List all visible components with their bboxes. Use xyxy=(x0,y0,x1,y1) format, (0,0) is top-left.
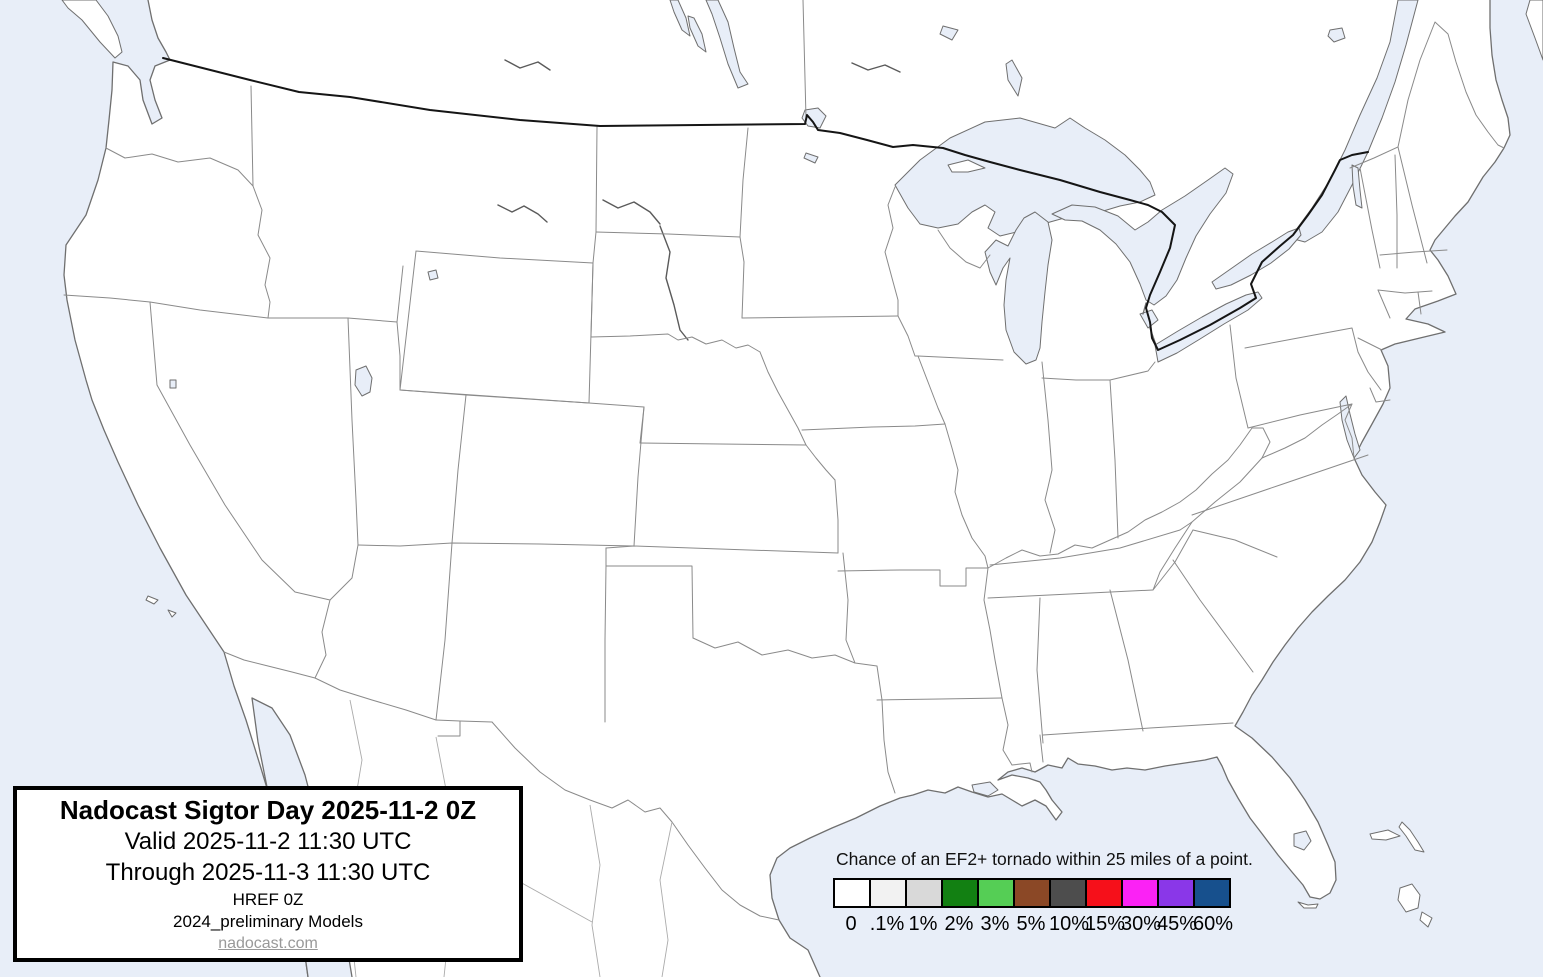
legend-swatch xyxy=(869,878,907,908)
vancouver-island xyxy=(61,0,123,59)
legend-swatch-label: 10% xyxy=(1049,913,1090,935)
legend-swatch xyxy=(905,878,943,908)
great-lakes xyxy=(894,117,1363,365)
isle-royale xyxy=(947,159,986,173)
lake-erie xyxy=(1154,291,1263,363)
legend-swatch-label: 2% xyxy=(944,913,974,935)
legend-swatch-label: 15% xyxy=(1085,913,1126,935)
nadocast-website-link[interactable]: nadocast.com xyxy=(218,935,318,952)
lake-huron xyxy=(1051,167,1234,306)
lake-champlain xyxy=(1351,164,1363,209)
forecast-models-note: 2024_preliminary Models xyxy=(173,912,363,931)
chesapeake-bay xyxy=(1339,395,1361,459)
legend-swatch xyxy=(1157,878,1195,908)
islands xyxy=(61,0,1543,928)
us-canada-border xyxy=(162,57,1369,351)
legend-swatch xyxy=(941,878,979,908)
forecast-valid-time: Valid 2025-11-2 11:30 UTC xyxy=(124,828,412,855)
legend-swatch xyxy=(1193,878,1231,908)
legend-swatch xyxy=(1121,878,1159,908)
legend-swatch-label: 5% xyxy=(1016,913,1046,935)
lake-okeechobee xyxy=(1293,830,1312,851)
forecast-through-time: Through 2025-11-3 11:30 UTC xyxy=(105,859,431,886)
legend-caption: Chance of an EF2+ tornado within 25 mile… xyxy=(836,849,1253,869)
legend-swatch xyxy=(977,878,1015,908)
legend-swatch xyxy=(833,878,871,908)
legend-bin-labels: 0 .1% 1% 2% 3% 5% 10% 15% 30% 45% 60% xyxy=(833,913,1253,936)
great-salt-lake xyxy=(354,365,373,397)
legend-swatch-label: .1% xyxy=(869,913,905,935)
lake-ontario xyxy=(1211,227,1302,290)
lake-michigan xyxy=(984,211,1053,365)
legend-swatch xyxy=(1049,878,1087,908)
forecast-title: Nadocast Sigtor Day 2025-11-2 0Z xyxy=(59,795,477,825)
forecast-model: HREF 0Z xyxy=(232,890,304,909)
nova-scotia xyxy=(1525,0,1543,61)
small-lakes xyxy=(169,0,1346,851)
legend-swatch-label: 45% xyxy=(1157,913,1198,935)
river-squiggles xyxy=(497,59,901,341)
probability-legend: Chance of an EF2+ tornado within 25 mile… xyxy=(833,849,1253,936)
st-lawrence-river xyxy=(1289,0,1419,243)
legend-color-bins xyxy=(833,878,1253,908)
legend-swatch xyxy=(1013,878,1051,908)
state-borders xyxy=(63,0,1505,794)
legend-swatch-label: 30% xyxy=(1121,913,1162,935)
legend-swatch-label: 1% xyxy=(908,913,938,935)
forecast-title-box: Nadocast Sigtor Day 2025-11-2 0Z Valid 2… xyxy=(13,786,523,962)
legend-swatch-label: 60% xyxy=(1193,913,1234,935)
legend-swatch xyxy=(1085,878,1123,908)
legend-swatch-label: 3% xyxy=(980,913,1010,935)
legend-swatch-label: 0 xyxy=(845,913,857,935)
